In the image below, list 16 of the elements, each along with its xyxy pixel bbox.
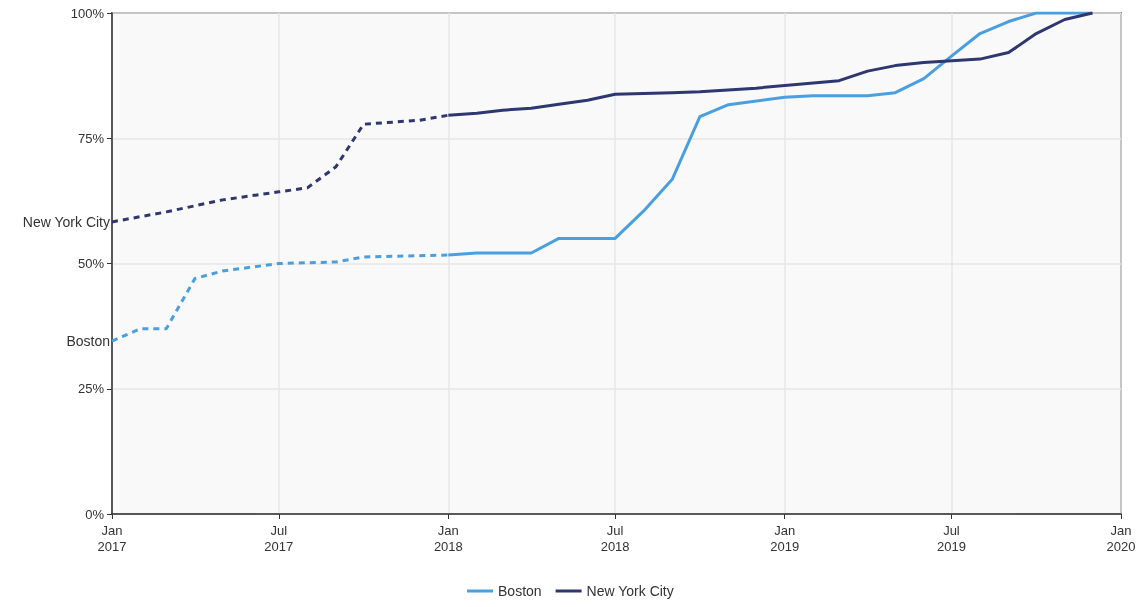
- x-tick-label: Jan 2020: [1106, 522, 1136, 554]
- annotation: New York City: [22, 213, 110, 230]
- x-tick-label: Jan 2019: [770, 522, 800, 554]
- x-tick-label: Jul 2017: [264, 522, 294, 554]
- x-tick-label: Jul 2019: [936, 522, 966, 554]
- annotation: Boston: [66, 333, 110, 350]
- y-tick-label: 100%: [70, 5, 105, 21]
- x-tick-label: Jan 2018: [433, 522, 463, 554]
- y-tick-label: 50%: [77, 256, 105, 271]
- legend-label: New York City: [586, 583, 674, 599]
- x-tick-label: Jul 2018: [600, 522, 630, 554]
- y-tick-label: 25%: [77, 381, 105, 397]
- legend-label: Boston: [498, 583, 542, 599]
- x-tick-label: Jan 2017: [97, 522, 127, 554]
- y-tick-label: 0%: [85, 506, 105, 522]
- y-tick-label: 75%: [77, 130, 105, 146]
